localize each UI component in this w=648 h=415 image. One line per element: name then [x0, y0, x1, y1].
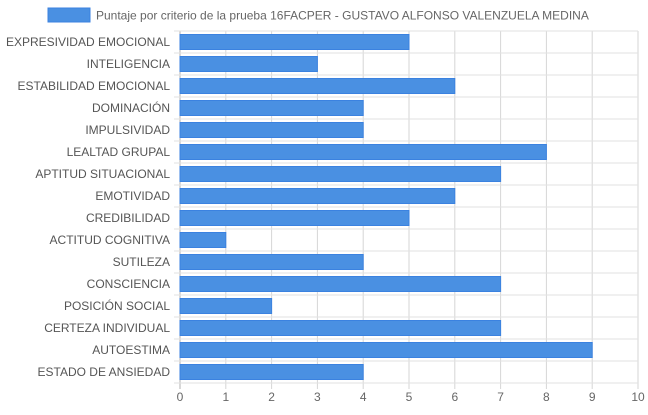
bar[interactable]	[179, 298, 273, 314]
y-tick-label: EXPRESIVIDAD EMOCIONAL	[6, 35, 170, 49]
y-tick-label: ESTADO DE ANSIEDAD	[38, 365, 171, 379]
bar[interactable]	[179, 166, 502, 182]
y-tick-label: INTELIGENCIA	[87, 57, 170, 71]
chart-bars	[179, 34, 593, 380]
y-tick-label: APTITUD SITUACIONAL	[35, 167, 170, 181]
x-tick-label: 2	[268, 390, 275, 404]
x-tick-label: 10	[631, 390, 645, 404]
y-tick-label: AUTOESTIMA	[92, 343, 170, 357]
bar[interactable]	[179, 56, 318, 72]
x-tick-label: 4	[360, 390, 367, 404]
y-tick-label: DOMINACIÓN	[92, 100, 170, 115]
chart-legend[interactable]: Puntaje por criterio de la prueba 16FACP…	[47, 7, 589, 23]
bar[interactable]	[179, 78, 456, 94]
y-tick-label: LEALTAD GRUPAL	[67, 145, 171, 159]
x-tick-label: 3	[314, 390, 321, 404]
bar[interactable]	[179, 188, 456, 204]
bar[interactable]	[179, 210, 410, 226]
y-tick-label: EMOTIVIDAD	[95, 189, 170, 203]
y-tick-label: CREDIBILIDAD	[86, 211, 170, 225]
bar[interactable]	[179, 254, 364, 270]
x-tick-label: 9	[589, 390, 596, 404]
x-tick-label: 0	[177, 390, 184, 404]
x-tick-label: 7	[497, 390, 504, 404]
bar[interactable]	[179, 232, 227, 248]
y-axis-labels: EXPRESIVIDAD EMOCIONAL INTELIGENCIA ESTABI…	[6, 35, 170, 379]
x-tick-label: 6	[451, 390, 458, 404]
y-tick-label: IMPULSIVIDAD	[85, 123, 170, 137]
bar[interactable]	[179, 342, 593, 358]
bar[interactable]	[179, 320, 502, 336]
bar[interactable]	[179, 364, 364, 380]
x-axis-labels: 0 1 2 3 4 5 6 7 8 9 10	[177, 390, 645, 404]
legend-swatch	[47, 7, 91, 23]
bar[interactable]	[179, 144, 547, 160]
y-tick-label: SUTILEZA	[113, 255, 170, 269]
y-tick-label: CONSCIENCIA	[87, 277, 170, 291]
bar[interactable]	[179, 122, 364, 138]
y-tick-label: CERTEZA INDIVIDUAL	[44, 321, 170, 335]
y-tick-label: POSICIÓN SOCIAL	[64, 298, 170, 313]
x-tick-label: 1	[222, 390, 229, 404]
x-tick-label: 5	[406, 390, 413, 404]
bar[interactable]	[179, 34, 410, 50]
x-tick-label: 8	[543, 390, 550, 404]
legend-label: Puntaje por criterio de la prueba 16FACP…	[96, 9, 589, 23]
y-tick-label: ACTITUD COGNITIVA	[50, 233, 170, 247]
bar[interactable]	[179, 100, 364, 116]
y-tick-label: ESTABILIDAD EMOCIONAL	[18, 79, 171, 93]
bar[interactable]	[179, 276, 502, 292]
